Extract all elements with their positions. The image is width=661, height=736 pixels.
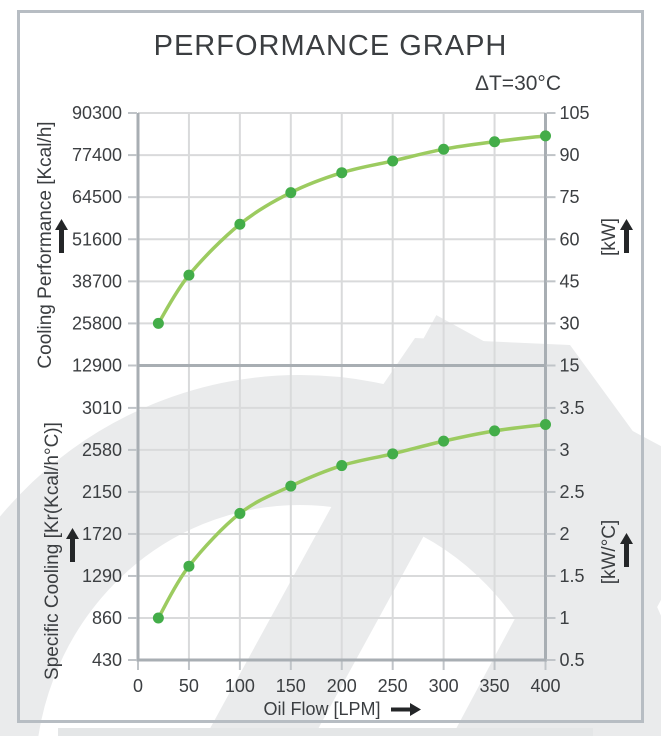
data-point <box>234 218 246 230</box>
x-tick-label: 350 <box>480 676 510 696</box>
y-tick-label-right: 2 <box>560 524 570 544</box>
data-point <box>438 435 450 447</box>
data-point <box>336 167 348 179</box>
y-tick-label-right: 45 <box>560 271 580 291</box>
up-arrow-icon <box>620 219 633 258</box>
x-tick-label: 400 <box>530 676 560 696</box>
data-point <box>540 419 551 431</box>
y-tick-label-right: 3 <box>560 440 570 460</box>
y-tick-label-left: 860 <box>92 608 122 628</box>
data-point <box>489 136 501 148</box>
data-point <box>285 480 297 492</box>
specific-cooling-curve <box>156 422 548 620</box>
delta-t-annotation: ΔT=30°C <box>474 72 561 95</box>
right-arrow-icon <box>390 703 421 716</box>
y-tick-label-left: 25800 <box>72 313 122 333</box>
y-tick-label-left: 77400 <box>72 145 122 165</box>
cooling-performance-curve <box>156 134 548 326</box>
y-tick-label-left: 12900 <box>72 356 122 376</box>
data-point <box>336 460 348 472</box>
y-tick-label-left: 90300 <box>72 103 122 123</box>
data-point <box>183 269 195 281</box>
up-arrow-icon <box>620 533 633 572</box>
y-tick-label-right: 0.5 <box>560 650 585 670</box>
y-tick-label-left: 64500 <box>72 187 122 207</box>
data-point <box>540 130 551 142</box>
y-tick-label-right: 90 <box>560 145 580 165</box>
y-tick-label-right: 1.5 <box>560 566 585 586</box>
up-arrow-icon <box>66 528 79 567</box>
x-axis-title: Oil Flow [LPM] <box>263 699 381 719</box>
y-tick-label-left: 1290 <box>82 566 122 586</box>
y-tick-label-right: 75 <box>560 187 580 207</box>
x-tick-label: 200 <box>327 676 357 696</box>
x-tick-label: 250 <box>378 676 408 696</box>
page-title: PERFORMANCE GRAPH <box>153 30 508 62</box>
data-point <box>285 187 297 199</box>
y-tick-label-right: 105 <box>560 103 590 123</box>
y-tick-label-right: 15 <box>560 356 580 376</box>
data-point <box>152 317 164 329</box>
frame-border <box>17 10 644 723</box>
x-tick-label: 0 <box>133 676 143 696</box>
data-point <box>387 155 399 167</box>
up-arrow-icon <box>55 219 68 258</box>
y-tick-label-right: 30 <box>560 313 580 333</box>
y-tick-label-left: 2150 <box>82 482 122 502</box>
data-point <box>387 448 399 460</box>
x-tick-label: 100 <box>225 676 255 696</box>
x-axis-label-row: Oil Flow [LPM] <box>138 699 546 720</box>
x-tick-label: 50 <box>179 676 199 696</box>
x-tick-label: 150 <box>276 676 306 696</box>
y-tick-label-left: 430 <box>92 650 122 670</box>
y-tick-label-left: 1720 <box>82 524 122 544</box>
y-tick-label-right: 60 <box>560 229 580 249</box>
y-tick-label-right: 2.5 <box>560 482 585 502</box>
y-tick-label-right: 3.5 <box>560 398 585 418</box>
data-point <box>152 612 164 624</box>
data-point <box>438 143 450 155</box>
y-tick-label-left: 51600 <box>72 229 122 249</box>
data-point <box>489 425 501 437</box>
y-tick-label-left: 3010 <box>82 398 122 418</box>
y-tick-label-left: 2580 <box>82 440 122 460</box>
y-tick-label-left: 38700 <box>72 271 122 291</box>
data-point <box>234 507 246 519</box>
x-tick-label: 300 <box>429 676 459 696</box>
data-point <box>183 560 195 572</box>
y-tick-label-right: 1 <box>560 608 570 628</box>
